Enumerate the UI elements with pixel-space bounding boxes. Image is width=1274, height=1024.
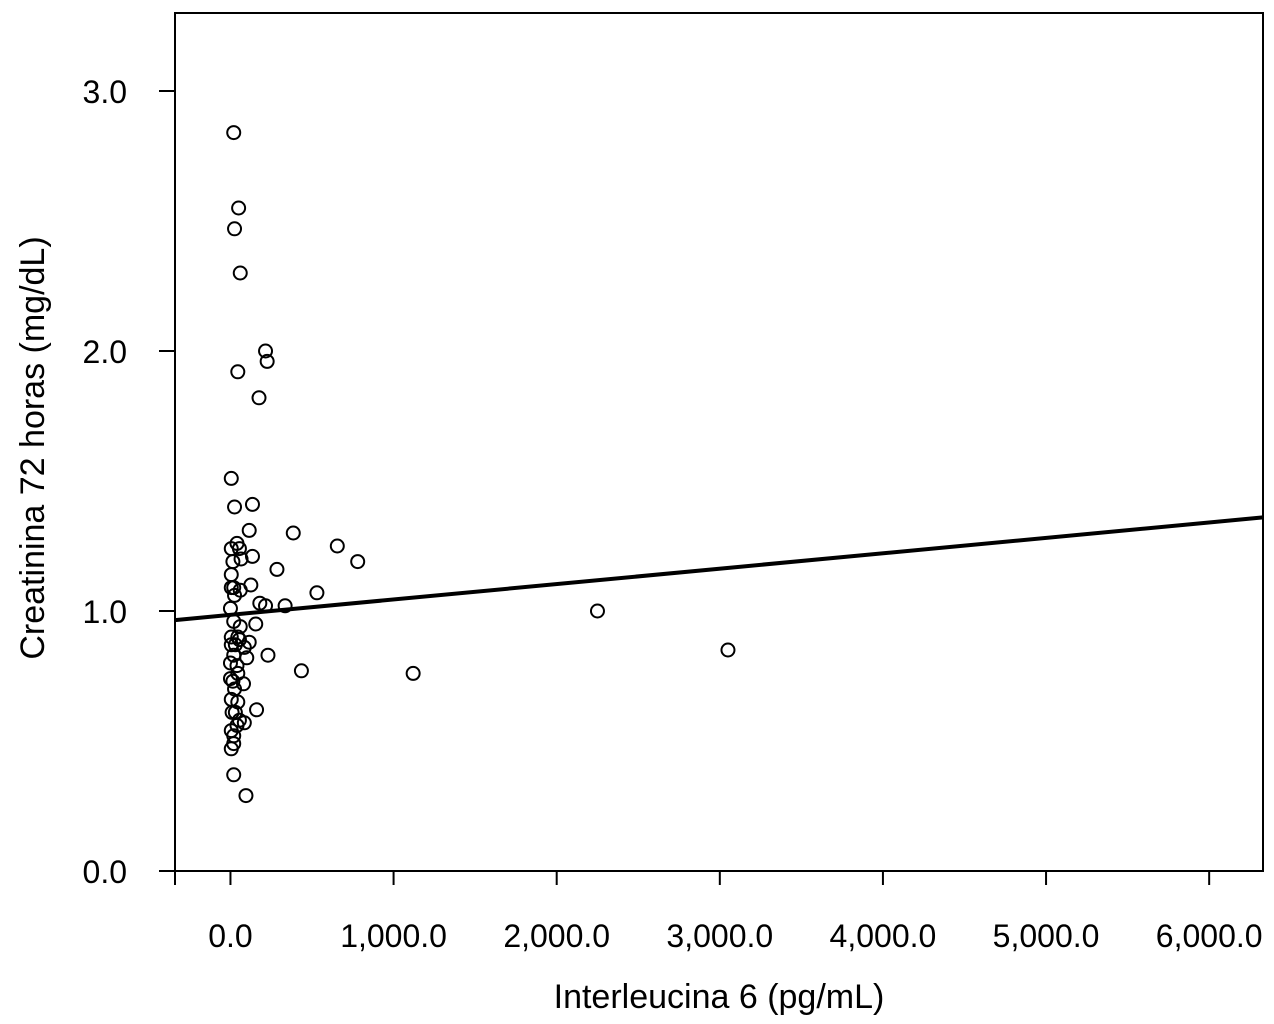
data-point	[350, 554, 366, 570]
data-point	[258, 343, 274, 359]
data-point	[269, 561, 285, 577]
data-point	[249, 702, 265, 718]
x-tick-label: 5,000.0	[993, 918, 1100, 954]
data-point	[589, 603, 605, 619]
data-point	[236, 715, 252, 731]
data-point	[226, 767, 242, 783]
plot-area-frame	[174, 12, 1264, 872]
x-tick-label: 0.0	[208, 918, 252, 954]
fit-line	[174, 515, 1264, 623]
x-axis-title: Interleucina 6 (pg/mL)	[554, 978, 885, 1016]
data-point	[226, 580, 242, 596]
data-point	[222, 655, 238, 671]
data-point	[293, 663, 309, 679]
data-point	[329, 538, 345, 554]
y-axis-title: Creatinina 72 horas (mg/dL)	[14, 236, 52, 659]
x-axis-ticks: 0.0 1,000.0 2,000.0 3,000.0 4,000.0 5,000.0 6,…	[174, 871, 1263, 954]
data-point	[227, 637, 243, 653]
y-tick-label: 0.0	[83, 854, 127, 890]
data-point	[231, 541, 247, 557]
data-point	[244, 496, 260, 512]
data-point	[309, 585, 325, 601]
x-tick-label: 1,000.0	[340, 918, 447, 954]
data-point	[251, 390, 267, 406]
data-point	[236, 639, 252, 655]
data-point	[231, 200, 247, 216]
data-point	[260, 647, 276, 663]
data-point	[259, 353, 275, 369]
data-point	[223, 567, 239, 583]
data-point	[241, 634, 257, 650]
x-tick-label: 3,000.0	[666, 918, 773, 954]
data-point	[223, 741, 239, 757]
data-point	[226, 125, 242, 141]
y-tick-label: 1.0	[83, 594, 127, 630]
data-point	[241, 522, 257, 538]
data-point	[227, 221, 243, 237]
data-point	[232, 265, 248, 281]
data-point	[227, 499, 243, 515]
data-point	[720, 642, 736, 658]
data-point	[223, 629, 239, 645]
data-point	[227, 587, 243, 603]
data-point	[244, 548, 260, 564]
data-point	[230, 364, 246, 380]
data-point	[225, 554, 241, 570]
data-points	[222, 125, 736, 804]
y-tick-label: 3.0	[83, 74, 127, 110]
data-point	[238, 788, 254, 804]
x-tick-label: 4,000.0	[830, 918, 937, 954]
data-point	[405, 665, 421, 681]
data-point	[285, 525, 301, 541]
x-tick-label: 2,000.0	[503, 918, 610, 954]
y-axis-ticks: 0.0 1.0 2.0 3.0	[83, 74, 175, 890]
data-point	[229, 658, 245, 674]
data-point	[223, 470, 239, 486]
data-point	[248, 616, 264, 632]
data-point	[225, 673, 241, 689]
x-tick-label: 6,000.0	[1156, 918, 1263, 954]
data-point	[277, 598, 293, 614]
y-tick-label: 2.0	[83, 334, 127, 370]
data-point	[239, 650, 255, 666]
